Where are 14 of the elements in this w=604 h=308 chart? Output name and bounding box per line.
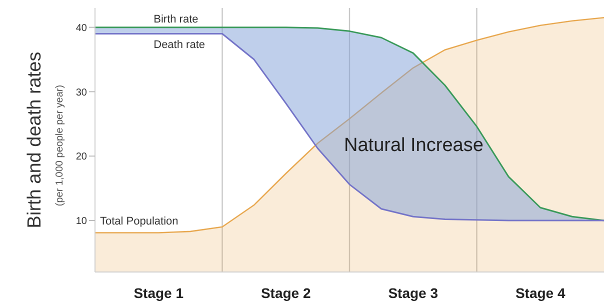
y-tick-label: 20 bbox=[76, 152, 88, 163]
y-axis-title: Birth and death rates bbox=[24, 52, 46, 228]
y-tick-label: 30 bbox=[76, 87, 88, 98]
x-tick-label: Stage 4 bbox=[515, 284, 566, 301]
text: (per 1,000 people per year) bbox=[54, 84, 66, 208]
series-label: Birth rate bbox=[154, 13, 198, 26]
x-tick-label: Stage 1 bbox=[134, 284, 184, 301]
x-tick-label: Stage 3 bbox=[388, 284, 438, 301]
series-label: Death rate bbox=[154, 38, 205, 51]
y-tick-label: 40 bbox=[76, 22, 88, 34]
series-label: Total Population bbox=[100, 216, 178, 228]
y-tick-label: 10 bbox=[76, 216, 88, 228]
x-tick-label: Stage 2 bbox=[260, 284, 311, 301]
annotation: Natural Increase bbox=[344, 135, 484, 157]
